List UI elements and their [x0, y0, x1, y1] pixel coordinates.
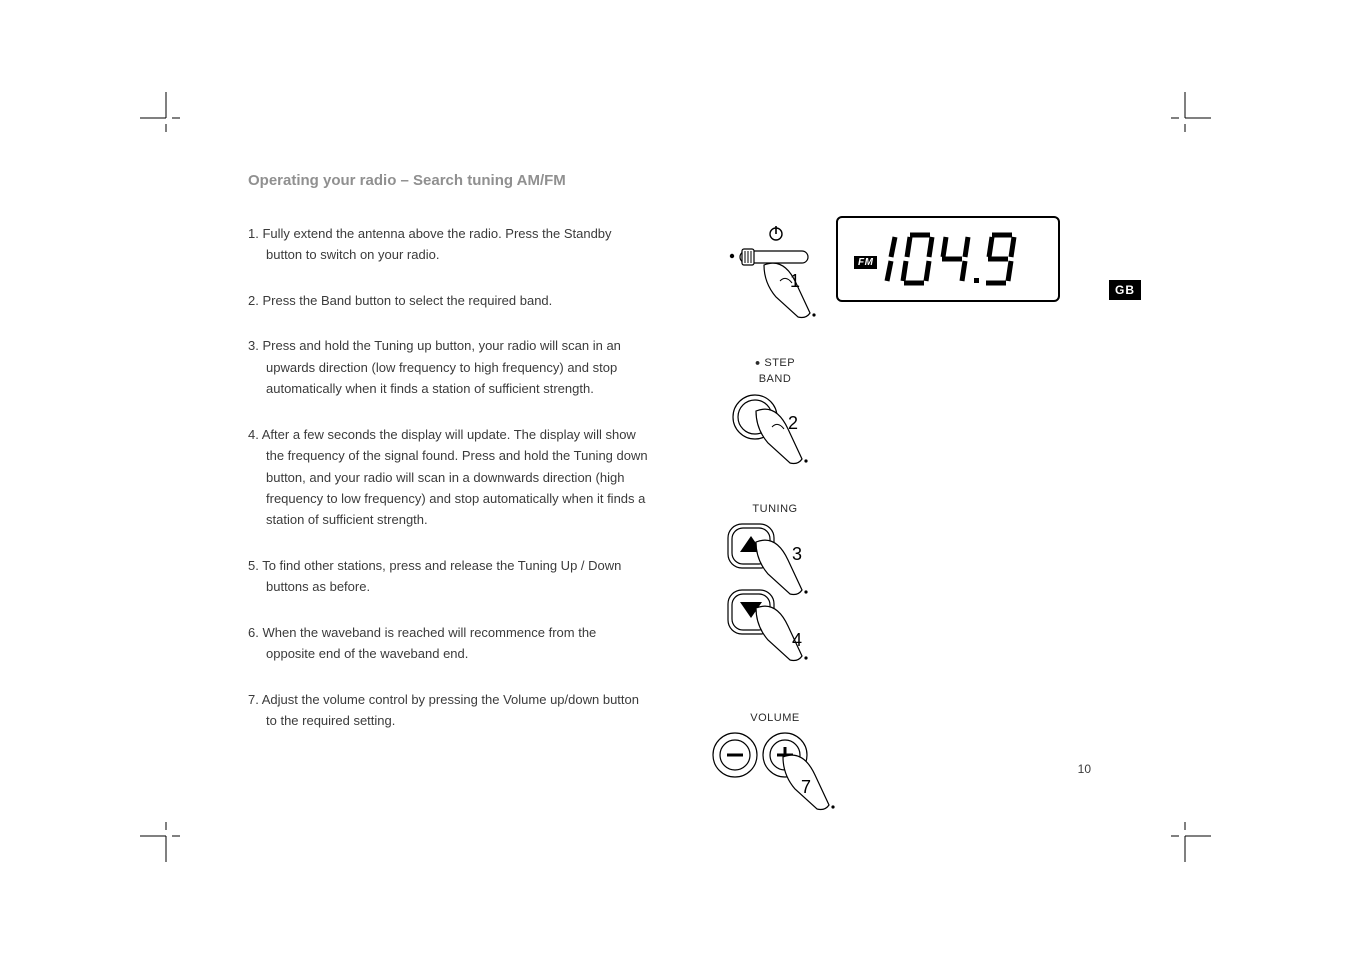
figure-volume: VOLUME 7: [705, 711, 845, 830]
step-4: 4. After a few seconds the display will …: [248, 424, 648, 531]
locale-badge: GB: [1109, 280, 1141, 300]
crop-mark-bottom-left: [140, 822, 180, 862]
callout-2: 2: [788, 413, 798, 433]
instruction-list: 1. Fully extend the antenna above the ra…: [248, 223, 648, 755]
step-3: 3. Press and hold the Tuning up button, …: [248, 335, 648, 399]
callout-4: 4: [792, 630, 802, 650]
step-6: 6. When the waveband is reached will rec…: [248, 622, 648, 665]
callout-1: 1: [790, 271, 800, 291]
lcd-band-badge: FM: [854, 256, 877, 269]
figure-tuning: TUNING 3: [710, 502, 840, 681]
step-7: 7. Adjust the volume control by pressing…: [248, 689, 648, 732]
crop-mark-bottom-right: [1171, 822, 1211, 862]
figure-band: ● STEP BAND 2: [720, 356, 830, 472]
power-icon: [770, 226, 782, 240]
lcd-frequency-digits: [878, 229, 1038, 289]
step-5: 5. To find other stations, press and rel…: [248, 555, 648, 598]
callout-7: 7: [801, 777, 811, 797]
hand-press-icon: [756, 409, 808, 463]
lcd-display: FM: [836, 216, 1060, 302]
crop-mark-top-right: [1171, 92, 1211, 132]
step-1: 1. Fully extend the antenna above the ra…: [248, 223, 648, 266]
page-number: 10: [1078, 762, 1091, 776]
band-label: BAND: [720, 372, 830, 386]
crop-mark-top-left: [140, 92, 180, 132]
figure-standby: 1: [710, 223, 840, 326]
step-label: STEP: [764, 357, 795, 369]
callout-3: 3: [792, 544, 802, 564]
volume-label: VOLUME: [705, 711, 845, 725]
step-2: 2. Press the Band button to select the r…: [248, 290, 648, 311]
page-title: Operating your radio – Search tuning AM/…: [248, 172, 1108, 189]
tuning-label: TUNING: [710, 502, 840, 516]
